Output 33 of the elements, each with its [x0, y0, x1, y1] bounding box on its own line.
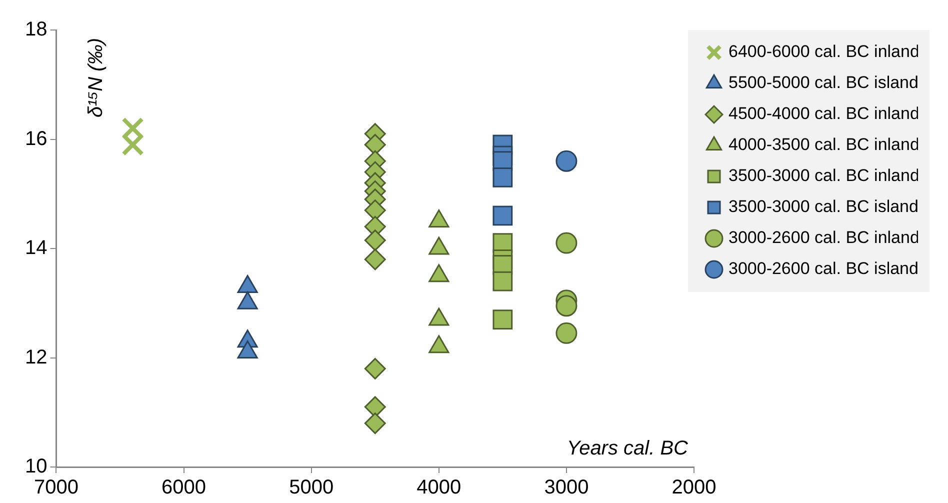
point [492, 310, 513, 330]
legend-label: 3500-3000 cal. BC island [728, 197, 918, 216]
x-tick-label: 6000 [162, 476, 206, 499]
legend-label: 3500-3000 cal. BC inland [728, 166, 920, 186]
point [364, 230, 386, 252]
point [364, 412, 386, 434]
legend-label: 3000-2600 cal. BC island [728, 259, 918, 278]
point [556, 232, 578, 254]
point [492, 168, 513, 188]
legend-label: 6400-6000 cal. BC inland [728, 42, 920, 62]
point [556, 295, 578, 317]
x-tick-label: 5000 [289, 476, 334, 499]
legend-label: 4500-4000 cal. BC inland [728, 104, 920, 124]
x-tick-label: 4000 [416, 476, 462, 499]
x-axis-title: Years cal. BC [566, 438, 689, 460]
y-tick-label: 12 [24, 346, 48, 368]
y-axis-title: δ¹⁵N (‰) [84, 38, 107, 118]
legend-label: 5500-5000 cal. BC island [728, 73, 918, 92]
y-tick-label: 14 [24, 237, 48, 260]
y-tick-label: 10 [24, 456, 48, 478]
legend-label: 4000-3500 cal. BC inland [728, 135, 920, 154]
x-tick-label: 3000 [544, 476, 589, 499]
point [364, 358, 386, 380]
point [556, 322, 578, 344]
point [492, 271, 513, 292]
y-tick-label: 16 [24, 128, 48, 150]
x-tick-label: 2000 [672, 476, 716, 499]
x-tick-label: 7000 [34, 476, 78, 499]
point [556, 150, 578, 172]
point [364, 248, 386, 270]
legend-label: 3000-2600 cal. BC inland [728, 228, 920, 248]
y-tick-label: 18 [24, 18, 48, 41]
point [492, 206, 513, 226]
